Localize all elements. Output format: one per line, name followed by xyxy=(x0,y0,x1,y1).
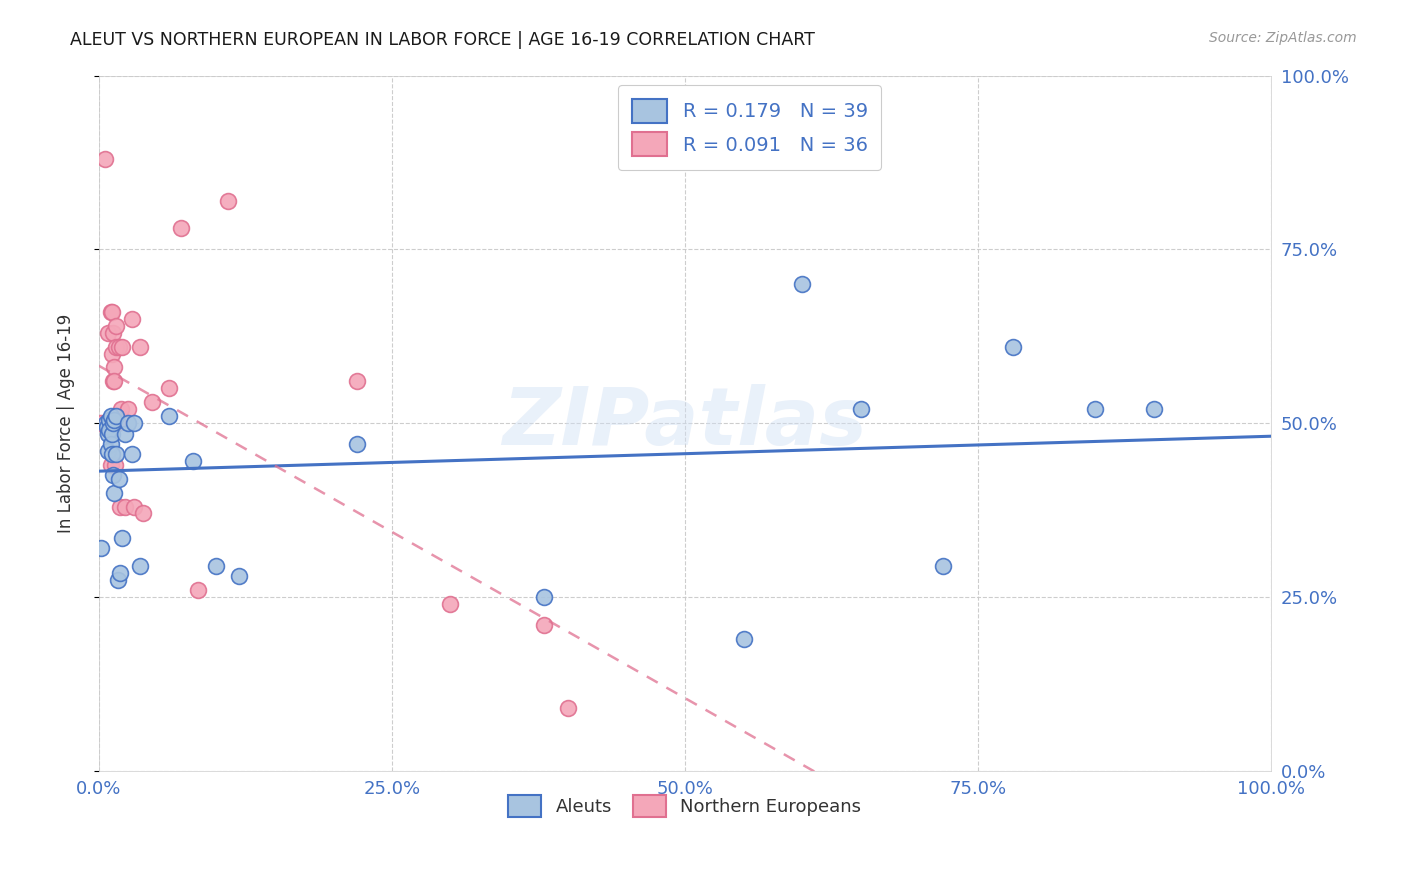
Point xyxy=(170,221,193,235)
Point xyxy=(217,194,239,208)
Point xyxy=(733,632,755,646)
Point xyxy=(107,573,129,587)
Point xyxy=(533,617,555,632)
Point xyxy=(181,454,204,468)
Point xyxy=(117,402,139,417)
Point xyxy=(128,340,150,354)
Point xyxy=(100,447,122,461)
Point xyxy=(141,395,163,409)
Point xyxy=(100,305,122,319)
Point xyxy=(132,507,155,521)
Text: ALEUT VS NORTHERN EUROPEAN IN LABOR FORCE | AGE 16-19 CORRELATION CHART: ALEUT VS NORTHERN EUROPEAN IN LABOR FORC… xyxy=(70,31,815,49)
Point xyxy=(101,375,124,389)
Point xyxy=(97,326,120,340)
Point xyxy=(346,375,368,389)
Text: ZIPatlas: ZIPatlas xyxy=(502,384,868,462)
Point xyxy=(157,409,180,424)
Point xyxy=(1084,402,1107,417)
Point xyxy=(110,402,132,417)
Point xyxy=(114,500,136,514)
Point xyxy=(105,409,128,424)
Point xyxy=(100,458,122,472)
Point xyxy=(103,485,125,500)
Y-axis label: In Labor Force | Age 16-19: In Labor Force | Age 16-19 xyxy=(58,313,75,533)
Point xyxy=(228,569,250,583)
Point xyxy=(932,558,955,573)
Point xyxy=(97,444,120,458)
Text: Source: ZipAtlas.com: Source: ZipAtlas.com xyxy=(1209,31,1357,45)
Point xyxy=(103,375,125,389)
Point xyxy=(107,472,129,486)
Point xyxy=(105,340,128,354)
Point xyxy=(94,416,117,430)
Point xyxy=(1143,402,1166,417)
Point xyxy=(100,346,122,360)
Point xyxy=(107,416,129,430)
Point xyxy=(97,426,120,441)
Point xyxy=(157,381,180,395)
Point xyxy=(105,318,128,333)
Point xyxy=(105,447,128,461)
Point xyxy=(122,416,145,430)
Point xyxy=(101,416,124,430)
Point xyxy=(122,500,145,514)
Point xyxy=(346,437,368,451)
Point xyxy=(108,500,131,514)
Point xyxy=(849,402,872,417)
Point xyxy=(98,412,121,426)
Point xyxy=(100,305,122,319)
Point xyxy=(111,340,134,354)
Point xyxy=(96,416,118,430)
Point xyxy=(117,416,139,430)
Point xyxy=(90,541,112,556)
Point xyxy=(103,412,125,426)
Point xyxy=(100,409,122,424)
Point xyxy=(114,426,136,441)
Point xyxy=(103,360,125,375)
Point xyxy=(101,468,124,483)
Point xyxy=(104,458,127,472)
Point xyxy=(98,416,121,430)
Point xyxy=(107,340,129,354)
Point xyxy=(205,558,228,573)
Point xyxy=(93,152,115,166)
Legend: Aleuts, Northern Europeans: Aleuts, Northern Europeans xyxy=(502,788,869,824)
Point xyxy=(101,326,124,340)
Point xyxy=(533,590,555,604)
Point xyxy=(121,447,143,461)
Point xyxy=(557,701,579,715)
Point xyxy=(111,531,134,545)
Point xyxy=(792,277,814,291)
Point xyxy=(100,426,122,441)
Point xyxy=(96,419,118,434)
Point xyxy=(90,416,112,430)
Point xyxy=(98,423,121,437)
Point xyxy=(439,597,461,611)
Point xyxy=(108,566,131,580)
Point xyxy=(100,437,122,451)
Point xyxy=(128,558,150,573)
Point xyxy=(121,311,143,326)
Point xyxy=(1002,340,1025,354)
Point xyxy=(187,582,209,597)
